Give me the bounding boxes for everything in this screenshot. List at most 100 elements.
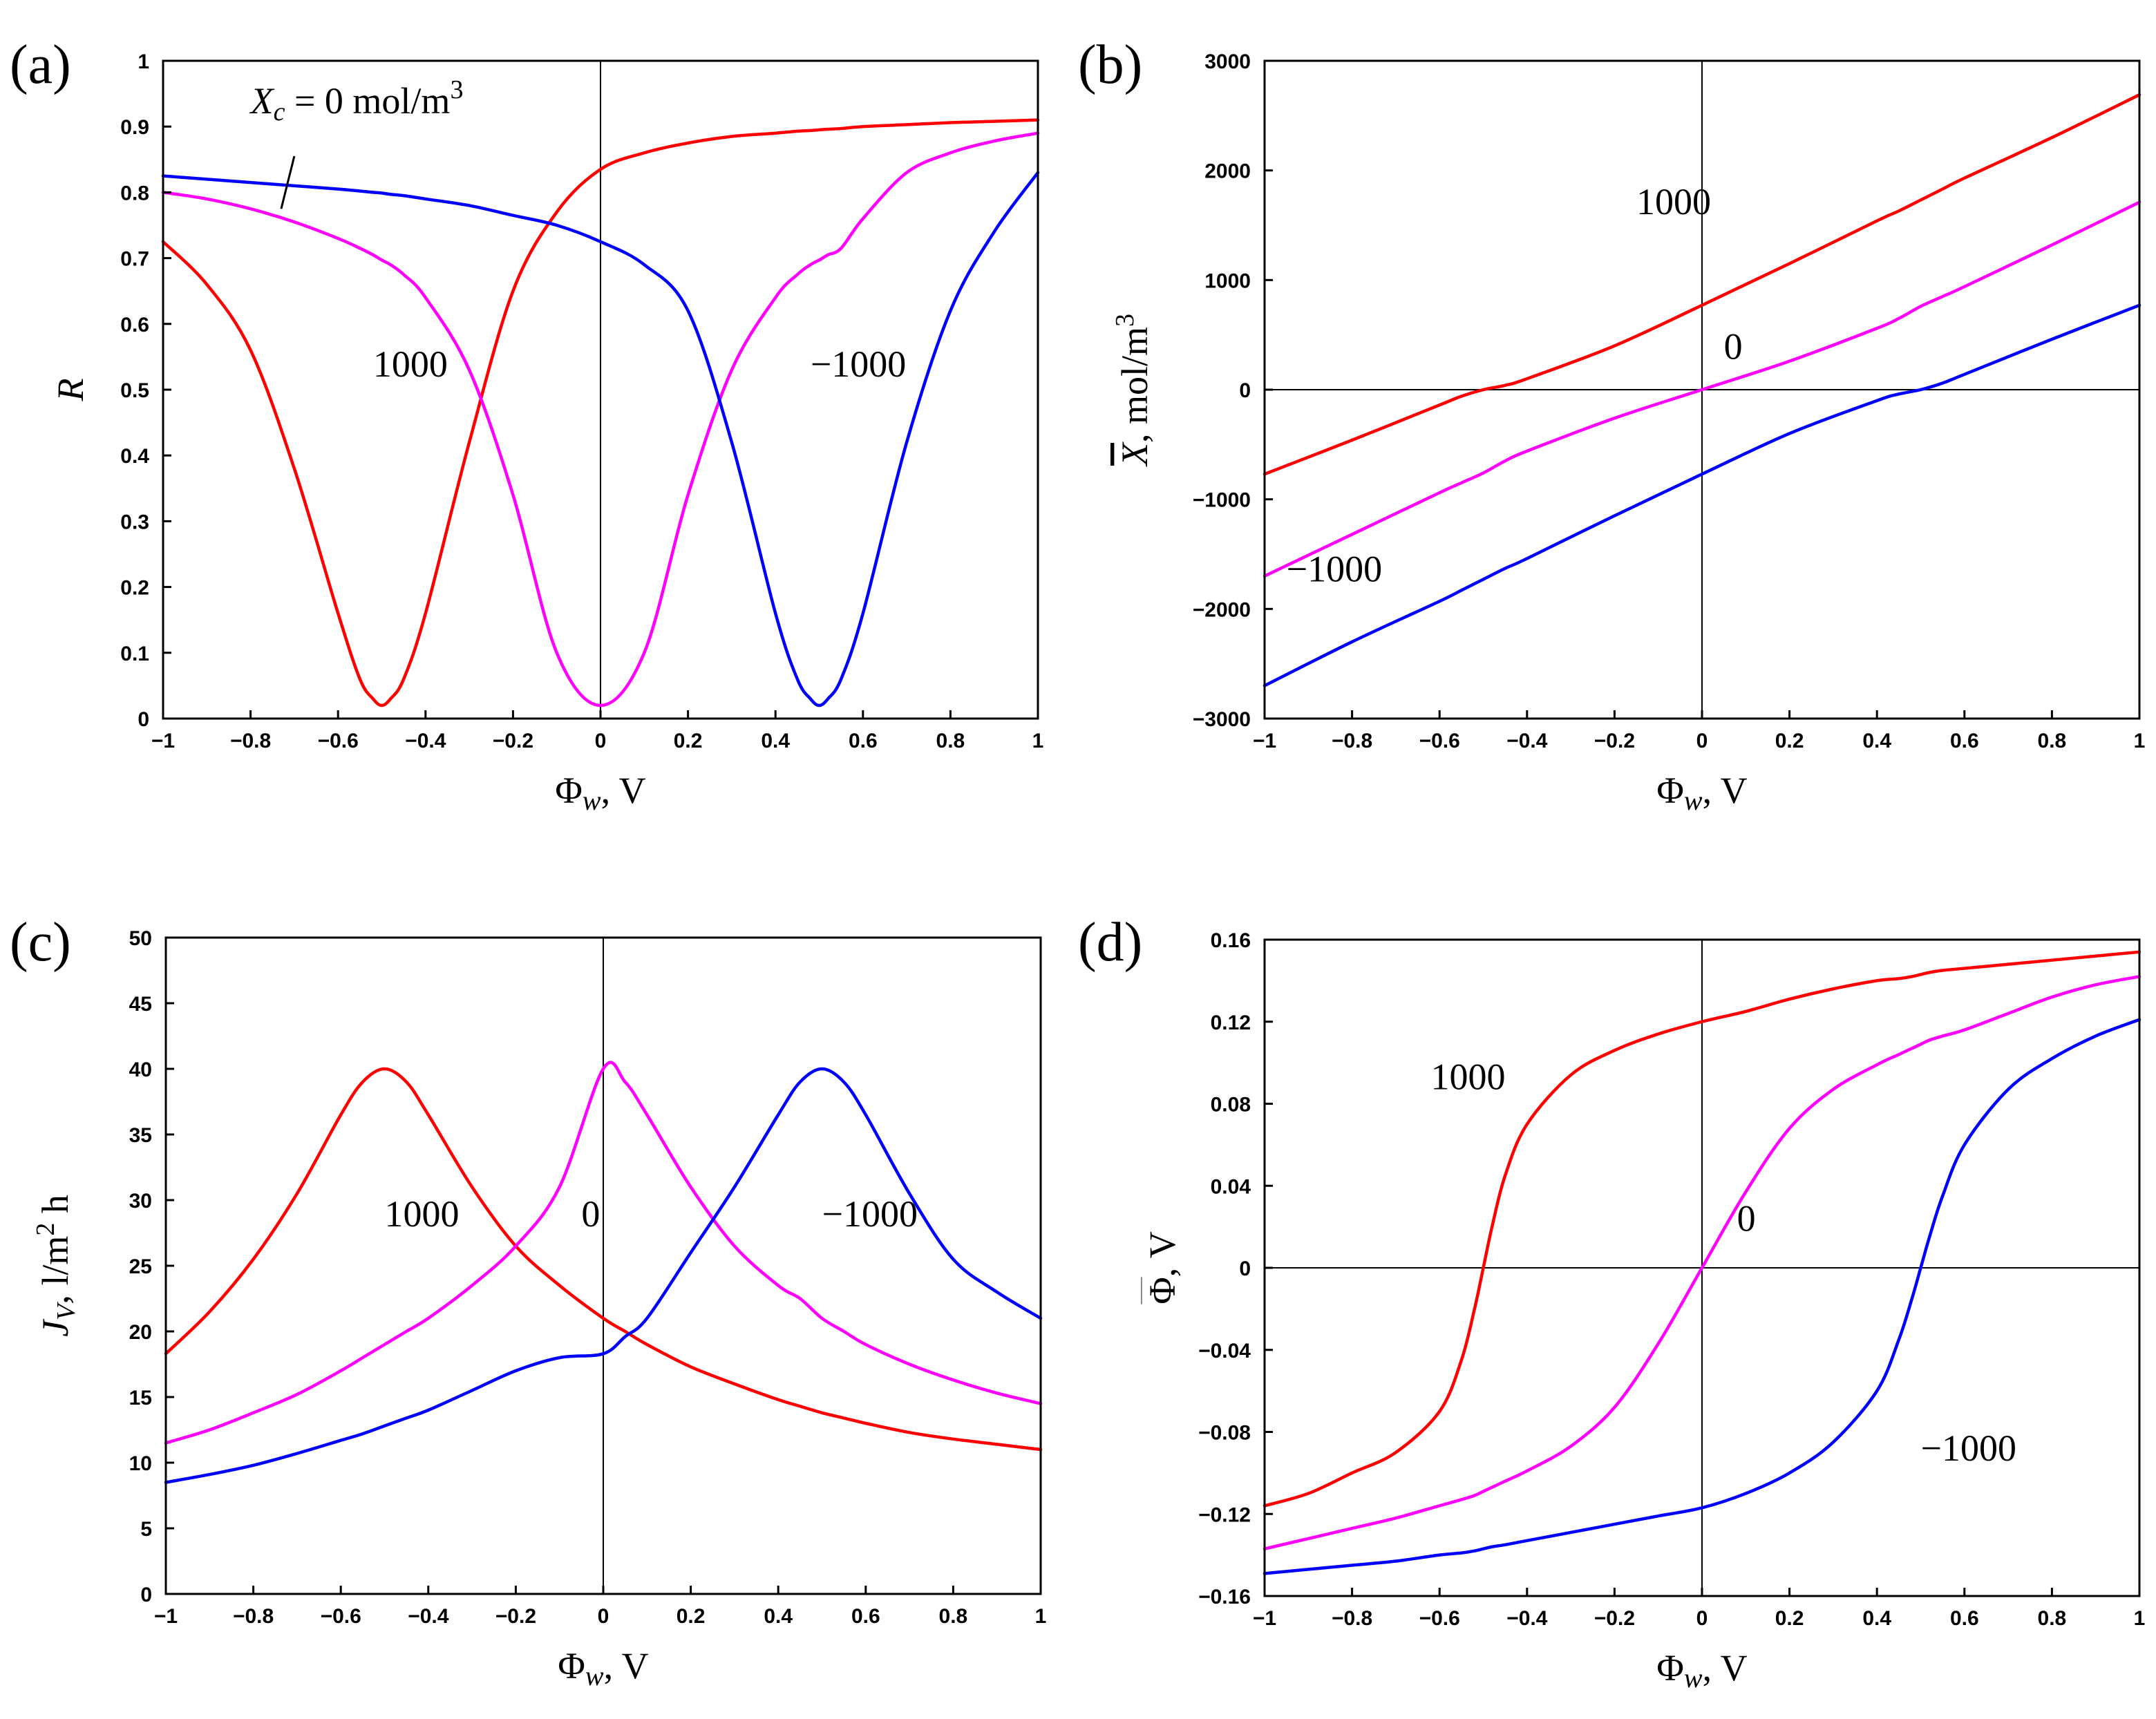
y-tick-label: 10 (129, 1452, 152, 1475)
x-tick-label: 0 (1696, 730, 1708, 752)
y-tick-label: −2000 (1193, 598, 1251, 621)
x-tick-label: 0.8 (2038, 1607, 2067, 1630)
series-line-0 (164, 1061, 1043, 1445)
panel-label-b: (b) (1078, 35, 1142, 95)
x-tick-label: −0.8 (233, 1605, 274, 1628)
curve-annotation: −1000 (811, 343, 906, 385)
x-tick-label: −0.2 (1594, 730, 1635, 752)
x-tick-label: −0.8 (230, 730, 271, 752)
x-tick-label: 0 (598, 1605, 609, 1628)
x-tick-label: 1 (2134, 730, 2146, 752)
y-tick-label: 20 (129, 1321, 152, 1344)
x-tick-label: 0.2 (1775, 730, 1804, 752)
y-tick-label: 0 (138, 708, 149, 731)
y-tick-label: 0.9 (120, 116, 149, 139)
y-tick-label: 0.3 (120, 511, 149, 533)
y-tick-label: 0.6 (120, 314, 149, 336)
y-axis-label: R (50, 379, 91, 402)
x-axis-label: Φw, V (558, 1645, 648, 1691)
series-line-1000 (161, 118, 1040, 707)
x-tick-label: −0.6 (1419, 1607, 1460, 1630)
x-tick-label: 0 (595, 730, 607, 752)
y-tick-label: −0.08 (1198, 1422, 1251, 1445)
panel-label-d: (d) (1078, 912, 1142, 973)
x-tick-label: −0.4 (1506, 730, 1548, 752)
panel-c: (c)−1 −0.8 −0.6 −0.4 −0.2 0 0.2 0.4 0.6 0.8 105101… (10, 912, 1046, 1691)
y-tick-label: 3000 (1204, 50, 1251, 73)
x-tick-label: −0.2 (495, 1605, 536, 1628)
annotation-pointer (280, 155, 296, 209)
y-tick-label: 0.16 (1211, 929, 1251, 952)
x-tick-label: 0.6 (851, 1605, 880, 1628)
y-tick-label: −0.12 (1198, 1503, 1251, 1526)
curve-annotation: 0 (1724, 326, 1743, 368)
x-tick-label: 0.8 (939, 1605, 968, 1628)
series-line-0 (1263, 200, 2141, 578)
y-tick-label: 40 (129, 1058, 152, 1081)
x-tick-label: −1 (151, 730, 175, 752)
y-tick-label: 35 (129, 1124, 152, 1147)
y-tick-label: 0.2 (120, 577, 149, 600)
x-tick-label: −0.6 (318, 730, 359, 752)
x-tick-label: −0.4 (408, 1605, 449, 1628)
panel-d: (d) −1 −0.8 −0.6 −0.4 −0.2 0 0.2 0.4 0.6 0.8 1 −0.16… (1078, 912, 2145, 1693)
curve-annotation: 1000 (373, 343, 448, 385)
y-tick-label: −0.16 (1198, 1586, 1251, 1608)
x-tick-label: −1 (1253, 730, 1276, 752)
x-tick-label: 0 (1696, 1607, 1708, 1630)
x-tick-label: −1 (1253, 1607, 1276, 1630)
x-tick-label: −0.6 (321, 1605, 361, 1628)
panels: (a)−1 −0.8 −0.6 −0.4 −0.2 0 0.2 0.4 0.6 0.8 100.10… (10, 35, 2145, 1693)
y-axis-label: X, mol/m3 (1110, 314, 1155, 467)
y-tick-label: 2000 (1204, 160, 1251, 183)
x-tick-label: 0.4 (764, 1605, 793, 1628)
series-line-0 (1263, 975, 2141, 1550)
x-tick-label: 1 (2134, 1607, 2146, 1630)
x-tick-label: −0.8 (1332, 1607, 1372, 1630)
series-line-1000 (1263, 93, 2141, 476)
series-line-1000 (164, 1067, 1043, 1452)
x-tick-label: −0.4 (1506, 1607, 1548, 1630)
x-tick-label: 1 (1035, 1605, 1047, 1628)
y-tick-label: 15 (129, 1387, 152, 1409)
curve-annotation: −1000 (1287, 549, 1382, 590)
x-tick-label: −1 (154, 1605, 178, 1628)
y-tick-label: 5 (140, 1518, 152, 1541)
x-axis-label: Φw, V (1656, 770, 1747, 816)
curve-annotation: 1000 (385, 1193, 460, 1235)
panel-label-a: (a) (10, 35, 71, 95)
x-tick-label: 0.2 (674, 730, 703, 752)
y-tick-label: 0.12 (1211, 1012, 1251, 1034)
series-line--1000 (161, 171, 1040, 707)
curve-annotation: 0 (1737, 1198, 1756, 1240)
panel-b: (b) −1 −0.8 −0.6 −0.4 −0.2 0 0.2 0.4 0.6 0.8 1 −3000… (1078, 35, 2145, 816)
x-tick-label: 0.4 (1862, 1607, 1891, 1630)
y-tick-label: 0.7 (120, 248, 149, 271)
x-tick-label: −0.2 (493, 730, 533, 752)
y-tick-label: 0 (1239, 1257, 1251, 1280)
y-tick-label: 0.1 (120, 643, 149, 665)
y-tick-label: 0 (140, 1584, 152, 1606)
curve-annotation: 1000 (1431, 1056, 1506, 1098)
x-tick-label: 0.4 (761, 730, 790, 752)
panel-label-c: (c) (10, 912, 71, 973)
xc-annotation: Xc = 0 mol/m3 (249, 75, 464, 126)
x-axis-label: Φw, V (555, 770, 645, 816)
y-tick-label: 30 (129, 1190, 152, 1213)
y-tick-label: −3000 (1193, 708, 1251, 731)
x-tick-label: 0.6 (1950, 730, 1979, 752)
series-line--1000 (164, 1067, 1043, 1484)
x-tick-label: 0.6 (1950, 1607, 1979, 1630)
x-tick-label: −0.2 (1594, 1607, 1635, 1630)
y-tick-label: 0.5 (120, 379, 149, 402)
y-tick-label: 0.08 (1211, 1094, 1251, 1117)
y-tick-label: −0.04 (1198, 1340, 1251, 1362)
y-tick-label: 1000 (1204, 269, 1251, 292)
y-tick-label: 0.8 (120, 182, 149, 205)
x-tick-label: 0.6 (849, 730, 878, 752)
curve-annotation: 0 (581, 1193, 600, 1235)
series-line-0 (161, 131, 1040, 707)
x-tick-label: 1 (1032, 730, 1044, 752)
